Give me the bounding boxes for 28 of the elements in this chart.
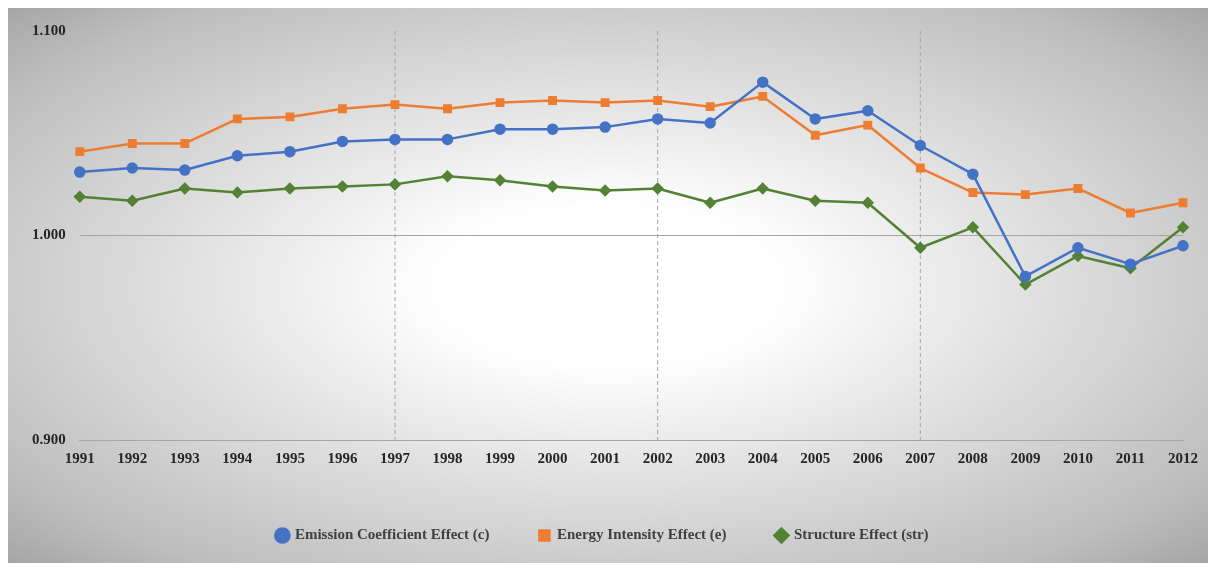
x-tick-label: 1999 [485,449,516,466]
x-tick-label: 1993 [169,449,200,466]
legend-label: Emission Coefficient Effect (c) [294,526,490,544]
x-tick-label: 2010 [1062,449,1093,466]
x-tick-label: 2009 [1010,449,1041,466]
x-tick-label: 2002 [642,449,673,466]
x-tick-label: 2012 [1168,449,1198,466]
x-tick-label: 1991 [64,449,95,466]
y-tick-label: 1.100 [32,21,66,38]
x-tick-label: 2003 [695,449,726,466]
x-tick-label: 1995 [274,449,305,466]
x-tick-label: 2004 [747,449,779,466]
x-tick-label: 2001 [590,449,621,466]
x-tick-label: 2000 [537,449,568,466]
x-tick-label: 1992 [117,449,148,466]
x-tick-label: 2005 [800,449,831,466]
y-tick-label: 1.000 [32,226,66,243]
legend-label: Energy Intensity Effect (e) [556,526,727,544]
x-tick-label: 1994 [222,449,253,466]
x-tick-label: 1997 [379,449,411,466]
x-tick-label: 2007 [905,449,936,466]
y-tick-label: 0.900 [32,430,66,447]
legend-label: Structure Effect (str) [793,526,929,544]
x-tick-label: 2011 [1115,449,1146,466]
x-tick-label: 2006 [852,449,884,466]
x-tick-label: 1996 [327,449,358,466]
x-tick-label: 1998 [432,449,463,466]
x-tick-label: 2008 [957,449,988,466]
